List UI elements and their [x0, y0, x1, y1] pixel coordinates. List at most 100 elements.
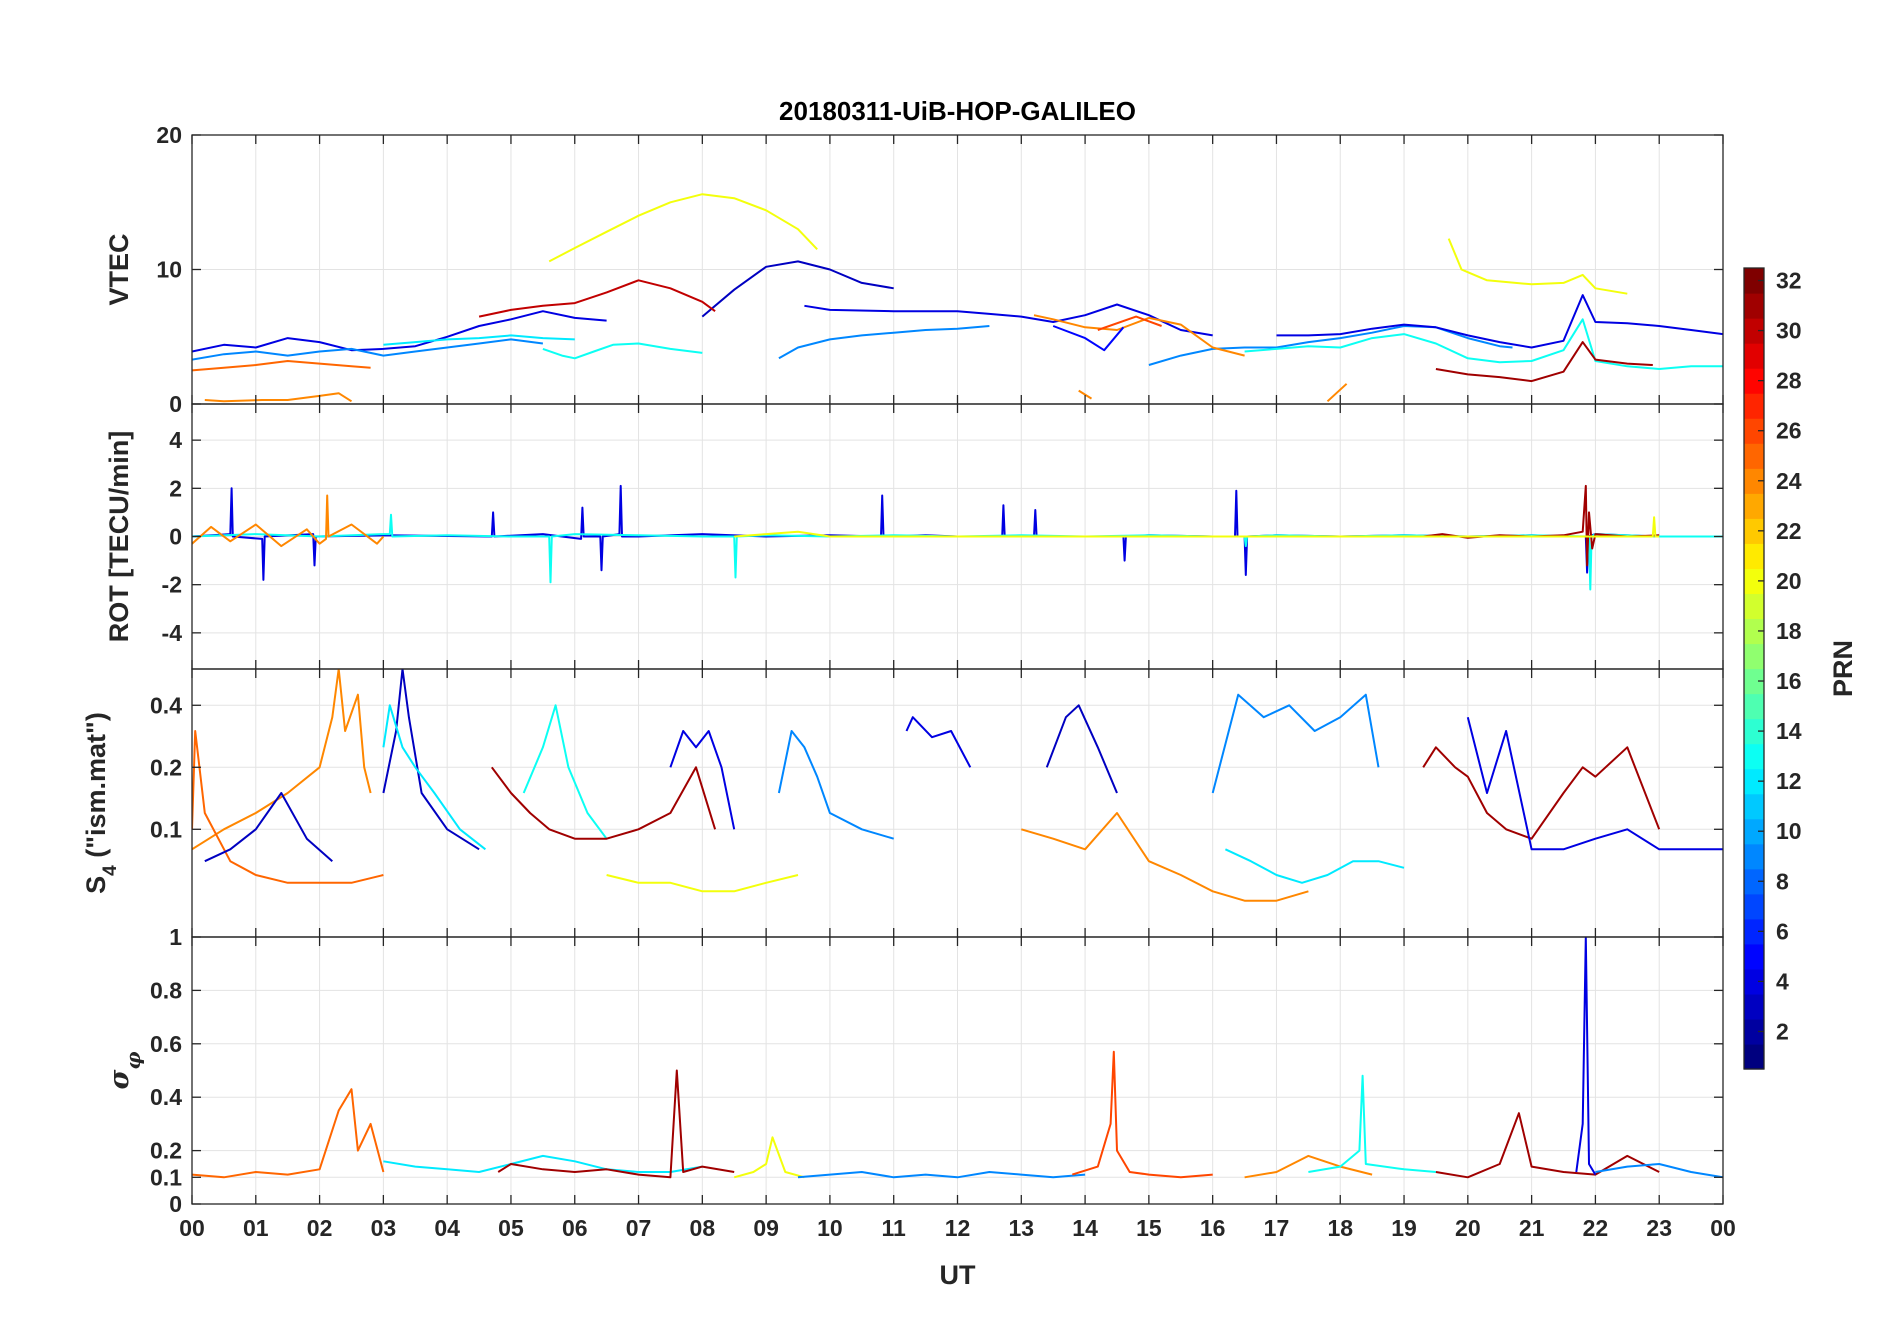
series-line-prn-4 — [1276, 294, 1723, 349]
x-tick-label: 13 — [1008, 1215, 1034, 1241]
y-tick-label: 2 — [169, 475, 182, 501]
x-tick-label: 09 — [753, 1215, 779, 1241]
y-tick-label: 0 — [169, 524, 182, 550]
colorbar-bin — [1744, 668, 1764, 695]
x-tick-label: 14 — [1072, 1215, 1098, 1241]
panel-S4: 0.1 0.2 0.4 S4 ("ism.mat") — [81, 668, 1724, 938]
x-tick-label: 11 — [882, 1215, 907, 1241]
colorbar-bin — [1744, 768, 1764, 795]
x-tick-label: 21 — [1519, 1215, 1545, 1241]
series-line-prn-12 — [382, 704, 487, 851]
colorbar-tick-label: 4 — [1776, 968, 1789, 994]
series-line-prn-31 — [497, 1069, 735, 1179]
y-tick-label: 0.2 — [150, 754, 182, 780]
series-line-prn-5 — [1052, 325, 1125, 352]
series-line-prn-4 — [804, 303, 1213, 337]
y-tick-label: 0.4 — [150, 1084, 182, 1110]
x-tick-label: 16 — [1200, 1215, 1226, 1241]
series-line-prn-31 — [1435, 341, 1653, 383]
colorbar-bin — [1744, 968, 1764, 995]
x-tick-label: 04 — [434, 1215, 460, 1241]
x-tick-label: 17 — [1264, 1215, 1290, 1241]
y-tick-label: 0.1 — [150, 1164, 182, 1190]
x-tick-label: 18 — [1327, 1215, 1353, 1241]
x-tick-label: 20 — [1455, 1215, 1481, 1241]
colorbar-bin — [1744, 568, 1764, 595]
colorbar-tick-label: 10 — [1776, 818, 1802, 844]
colorbar-bin — [1744, 1043, 1764, 1070]
series-line-prn-31 — [1435, 1112, 1660, 1179]
colorbar-tick-label: 16 — [1776, 668, 1802, 694]
colorbar-bin — [1744, 1018, 1764, 1045]
series-line-prn-13 — [1308, 1074, 1436, 1173]
series-group — [192, 484, 1723, 591]
series-line-prn-4 — [905, 716, 972, 768]
y-tick-label: 4 — [169, 427, 182, 453]
series-line-prn-4 — [1466, 716, 1723, 851]
series-line-prn-31 — [1422, 746, 1661, 840]
colorbar-label: PRN — [1828, 640, 1858, 697]
series-line-prn-9 — [1211, 693, 1380, 794]
x-axis-label: UT — [940, 1260, 976, 1290]
panel-sigma_phi: 00.10.2 0.4 0.6 0.8 1 σφ — [104, 924, 1724, 1217]
series-line-prn-20 — [733, 1136, 805, 1179]
x-tick-label: 08 — [690, 1215, 716, 1241]
x-tick-label: 07 — [626, 1215, 652, 1241]
series-line-prn-3 — [1045, 704, 1118, 794]
chart-title: 20180311-UiB-HOP-GALILEO — [779, 96, 1136, 126]
series-line-prn-12 — [383, 334, 575, 346]
x-tick-label: 15 — [1136, 1215, 1162, 1241]
colorbar-bin — [1744, 793, 1764, 820]
colorbar-bin — [1744, 393, 1764, 419]
y-tick-label: 0 — [169, 391, 182, 417]
colorbar-bin — [1744, 618, 1764, 645]
series-line-prn-3 — [701, 260, 894, 318]
series-group — [192, 193, 1723, 403]
panel-VTEC: 0 10 20 VTEC — [104, 122, 1724, 417]
series-line-prn-4 — [192, 310, 607, 353]
y-tick-label: 0 — [169, 1191, 182, 1217]
series-line-prn-9 — [1595, 1163, 1723, 1179]
colorbar-tick-label: 8 — [1776, 868, 1789, 894]
series-line-prn-9 — [1148, 325, 1513, 366]
colorbar-bin — [1744, 643, 1764, 670]
series-line-prn-24 — [1244, 1154, 1373, 1179]
series-line-prn-12 — [1224, 848, 1405, 884]
colorbar-tick-label: 32 — [1776, 268, 1802, 294]
x-tick-label: 01 — [243, 1215, 269, 1241]
colorbar-bin — [1744, 418, 1764, 444]
y-axis-label: σφ — [104, 1051, 145, 1089]
colorbar-tick-label: 28 — [1776, 368, 1802, 394]
series-line-prn-13 — [542, 342, 703, 360]
colorbar-bin — [1744, 868, 1764, 895]
y-axis-label: S4 ("ism.mat") — [81, 712, 121, 894]
colorbar-tick-label: 26 — [1776, 418, 1802, 444]
y-tick-label: 0.1 — [150, 816, 182, 842]
colorbar-tick-label: 12 — [1776, 768, 1802, 794]
series-line-prn-31 — [490, 766, 717, 840]
series-line-prn-4 — [669, 730, 736, 830]
series-line-prn-26 — [1097, 315, 1162, 331]
series-line-prn-24 — [192, 669, 372, 851]
series-line-prn-24 — [1033, 314, 1245, 357]
series-line-prn-9 — [778, 325, 990, 360]
colorbar-bin — [1744, 818, 1764, 845]
colorbar-bin — [1744, 843, 1764, 870]
series-line-prn-31 — [1423, 484, 1660, 567]
colorbar-bin — [1744, 268, 1764, 294]
series-line-prn-20 — [548, 193, 818, 263]
panel-ROT: -4 -2 0 2 4 ROT [TECU/min] — [104, 403, 1724, 670]
series-line-prn-9 — [777, 730, 894, 840]
y-tick-label: 20 — [156, 122, 182, 148]
colorbar-tick-label: 22 — [1776, 518, 1802, 544]
y-tick-label: -2 — [162, 572, 182, 598]
colorbar-bin — [1744, 943, 1764, 970]
colorbar-bin — [1744, 893, 1764, 920]
x-tick-label: 00 — [179, 1215, 205, 1241]
colorbar-bin — [1744, 918, 1764, 945]
x-tick-label: 10 — [817, 1215, 843, 1241]
series-line-prn-12 — [383, 1154, 703, 1173]
y-axis-label: VTEC — [104, 233, 134, 305]
